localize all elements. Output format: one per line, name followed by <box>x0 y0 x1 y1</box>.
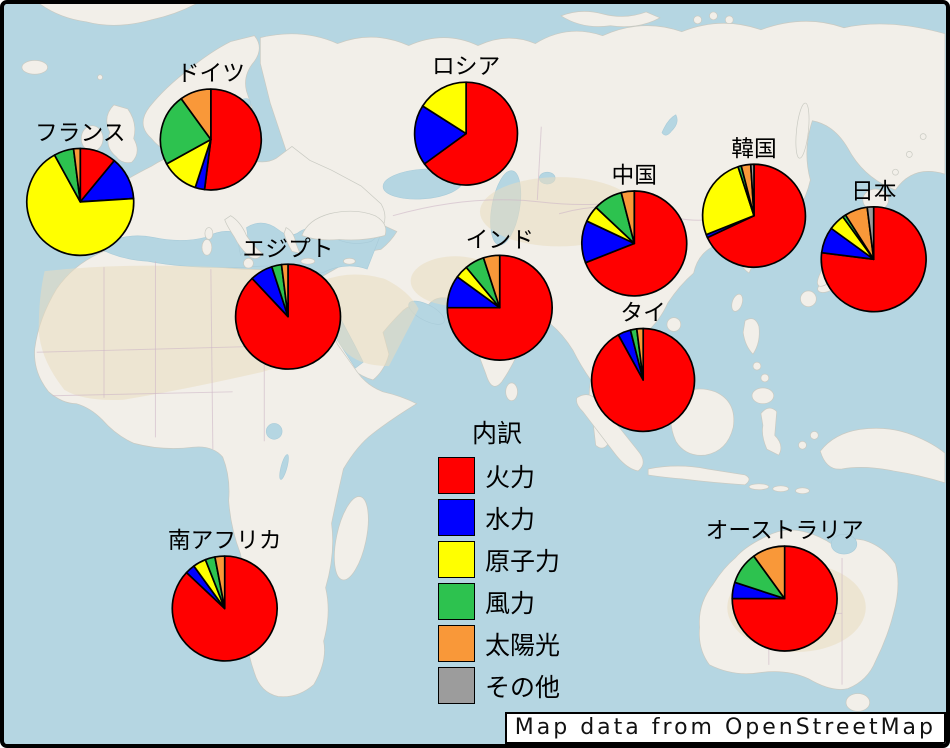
legend-item-nuclear: 原子力 <box>438 541 560 578</box>
pie-slice-germany-solar <box>180 88 212 141</box>
pie-label-india: インド <box>466 226 534 252</box>
mediterranean-lands <box>201 210 387 269</box>
pie-label-south-korea: 韓国 <box>731 135 777 161</box>
pie-slice-germany-thermal <box>203 88 263 191</box>
pie-group-russia <box>413 81 519 186</box>
pie-label-japan: 日本 <box>851 178 897 204</box>
legend-swatch-nuclear <box>438 541 475 578</box>
legend-items: 火力水力原子力風力太陽光その他 <box>438 457 560 704</box>
pie-slice-thailand-solar <box>635 327 645 381</box>
pie-slice-japan-other <box>866 205 875 261</box>
pie-group-germany <box>159 88 263 191</box>
pie-group-japan <box>820 205 927 313</box>
pie-slice-south-korea-other <box>749 163 755 217</box>
pie-label-egypt: エジプト <box>243 235 334 261</box>
pie-slice-china-thermal <box>584 190 688 297</box>
pie-label-thailand: タイ <box>620 300 666 326</box>
pie-slice-south-africa-solar <box>214 555 226 610</box>
pie-slice-egypt-solar <box>280 263 289 318</box>
pie-slice-france-nuclear <box>26 154 135 257</box>
legend: 内訳 火力水力原子力風力太陽光その他 <box>438 414 560 709</box>
pie-slice-france-solar <box>72 147 82 203</box>
pie-label-germany: ドイツ <box>177 60 245 86</box>
legend-label-wind: 風力 <box>485 589 536 618</box>
pie-group-south-africa <box>171 555 278 662</box>
pie-group-thailand <box>590 327 696 433</box>
pie-slice-india-thermal <box>446 254 553 361</box>
pie-group-china <box>580 190 688 297</box>
map-attribution: Map data from OpenStreetMap <box>504 712 946 744</box>
pie-group-france <box>26 147 135 257</box>
pie-slice-russia-thermal <box>423 81 519 186</box>
legend-label-hydro: 水力 <box>485 505 536 534</box>
legend-swatch-solar <box>438 625 475 662</box>
legend-title: 内訳 <box>472 420 523 448</box>
legend-item-thermal: 火力 <box>438 457 560 494</box>
pie-slice-australia-thermal <box>731 545 838 652</box>
legend-swatch-other <box>438 667 475 704</box>
legend-item-solar: 太陽光 <box>438 625 560 662</box>
pie-slice-china-solar <box>620 190 636 245</box>
pie-label-china: 中国 <box>612 162 657 188</box>
pie-slice-south-korea-nuclear <box>701 165 755 236</box>
pie-slice-australia-solar <box>752 545 786 600</box>
legend-label-nuclear: 原子力 <box>485 547 561 576</box>
pie-label-russia: ロシア <box>432 53 500 79</box>
pie-group-india <box>446 254 553 361</box>
pie-group-south-korea <box>701 163 807 268</box>
pie-label-france: フランス <box>35 120 126 146</box>
legend-label-other: その他 <box>485 673 561 702</box>
legend-item-hydro: 水力 <box>438 499 560 536</box>
legend-swatch-wind <box>438 583 475 620</box>
pie-slice-russia-hydro <box>413 105 467 165</box>
pie-group-australia <box>731 545 838 652</box>
pie-slice-south-korea-thermal <box>706 163 807 268</box>
legend-label-solar: 太陽光 <box>485 631 561 660</box>
pie-slice-germany-wind <box>159 97 212 165</box>
legend-swatch-thermal <box>438 457 475 494</box>
legend-item-wind: 風力 <box>438 583 560 620</box>
legend-swatch-hydro <box>438 499 475 536</box>
legend-item-other: その他 <box>438 667 560 704</box>
pie-group-egypt <box>234 263 342 370</box>
legend-label-thermal: 火力 <box>485 463 536 492</box>
pie-slice-russia-nuclear <box>421 81 467 135</box>
pie-slice-india-solar <box>482 254 501 309</box>
pie-label-south-africa: 南アフリカ <box>168 527 282 553</box>
pie-label-australia: オーストラリア <box>706 517 864 543</box>
